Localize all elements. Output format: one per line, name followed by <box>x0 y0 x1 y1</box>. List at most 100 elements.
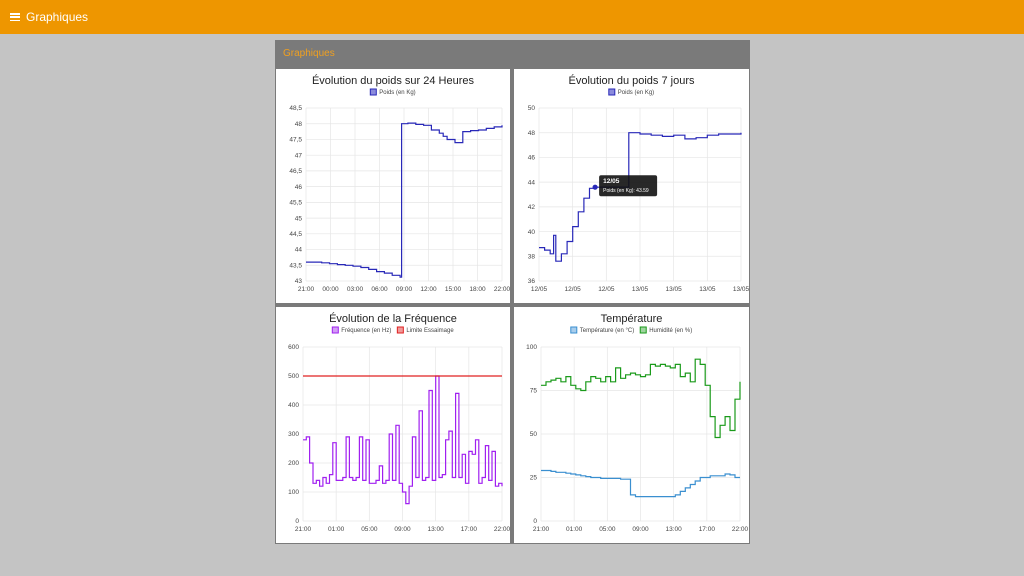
series-line <box>306 122 503 278</box>
x-tick-label: 13/05 <box>632 286 649 293</box>
y-tick-label: 46 <box>528 155 536 162</box>
series-line <box>541 358 741 439</box>
x-tick-label: 21:00 <box>533 526 550 533</box>
y-tick-label: 48,5 <box>289 105 302 112</box>
hover-point <box>592 184 598 190</box>
chart-card-weight-24h: Évolution du poids sur 24 Heures 48,5 48 4… <box>276 69 510 303</box>
legend-label: Limite Essaimage <box>406 328 454 334</box>
chart-title: Évolution du poids sur 24 Heures <box>311 75 475 87</box>
y-tick-label: 47 <box>295 152 303 159</box>
x-tick-label: 01:00 <box>566 526 583 533</box>
y-tick-label: 0 <box>295 518 299 525</box>
x-tick-label: 13:00 <box>428 526 445 533</box>
legend-item: Poids (en Kg) <box>608 88 654 96</box>
chart-card-weight-7d: Évolution du poids 7 jours 50 48 46 44 42 40 3… <box>514 69 749 303</box>
y-tick-label: 25 <box>530 475 538 482</box>
y-tick-label: 50 <box>530 431 538 438</box>
temperature-chart: 100 75 50 25 021:00 01:00 05:00 09:00 13:00 17:00… <box>526 326 749 533</box>
legend-swatch <box>331 326 339 334</box>
y-tick-label: 46,5 <box>289 168 302 175</box>
tooltip: 12/05 Poids (en Kg): 43.59 <box>599 175 658 197</box>
y-tick-label: 100 <box>526 344 537 351</box>
x-tick-label: 13/05 <box>733 286 749 293</box>
y-tick-label: 50 <box>528 105 536 112</box>
x-tick-label: 12/05 <box>531 286 548 293</box>
x-tick-label: 15:00 <box>445 286 462 293</box>
y-tick-label: 45 <box>295 215 303 222</box>
tooltip-title: 12/05 <box>603 178 620 185</box>
tooltip-box <box>599 175 658 197</box>
legend-swatch <box>570 326 578 334</box>
legend-item: Humidité (en %) <box>639 326 692 334</box>
x-tick-label: 00:00 <box>322 286 339 293</box>
legend-item: Fréquence (en Hz) <box>331 326 391 334</box>
x-tick-label: 12/05 <box>565 286 582 293</box>
y-tick-label: 400 <box>288 402 299 409</box>
legend: Poids (en Kg) <box>608 88 654 96</box>
y-tick-label: 36 <box>528 278 536 285</box>
legend-swatch <box>369 88 377 96</box>
x-tick-label: 22:00 <box>494 286 510 293</box>
legend-label: Poids (en Kg) <box>379 90 415 96</box>
y-tick-label: 44 <box>528 179 536 186</box>
y-tick-label: 47,5 <box>289 137 302 144</box>
legend-label: Température (en °C) <box>580 328 634 334</box>
x-tick-label: 09:00 <box>632 526 649 533</box>
chart-card-frequency: Évolution de la Fréquence 600 500 400 300 20… <box>276 307 510 543</box>
chart-title: Évolution de la Fréquence <box>329 313 457 325</box>
legend: Fréquence (en Hz) Limite Essaimage <box>331 326 454 334</box>
chart-title: Évolution du poids 7 jours <box>568 75 695 87</box>
y-tick-label: 48 <box>528 130 536 137</box>
y-tick-label: 40 <box>528 229 536 236</box>
legend-swatch <box>639 326 647 334</box>
x-tick-label: 12:00 <box>420 286 437 293</box>
legend-item: Limite Essaimage <box>396 326 454 334</box>
legend-swatch <box>608 88 616 96</box>
y-tick-label: 43 <box>295 278 303 285</box>
y-tick-label: 46 <box>295 184 303 191</box>
y-tick-label: 38 <box>528 253 536 260</box>
x-tick-label: 05:00 <box>599 526 616 533</box>
x-tick-label: 09:00 <box>396 286 413 293</box>
y-tick-label: 500 <box>288 373 299 380</box>
y-tick-label: 0 <box>533 518 537 525</box>
y-tick-label: 200 <box>288 460 299 467</box>
x-tick-label: 05:00 <box>361 526 378 533</box>
x-tick-label: 17:00 <box>699 526 716 533</box>
y-tick-label: 100 <box>288 489 299 496</box>
x-tick-label: 13/05 <box>699 286 716 293</box>
legend: Température (en °C) Humidité (en %) <box>570 326 692 334</box>
x-tick-label: 13:00 <box>666 526 683 533</box>
y-tick-label: 300 <box>288 431 299 438</box>
legend: Poids (en Kg) <box>369 88 416 96</box>
x-tick-label: 18:00 <box>469 286 486 293</box>
legend-label: Humidité (en %) <box>649 328 692 334</box>
top-app-bar: Graphiques <box>0 0 1024 34</box>
legend-swatch <box>396 326 404 334</box>
chart-card-temperature: Température 100 75 50 25 0 21:00 01:00 05:00 09:… <box>514 307 749 543</box>
x-tick-label: 17:00 <box>461 526 478 533</box>
x-tick-label: 13/05 <box>666 286 683 293</box>
y-tick-label: 75 <box>530 388 538 395</box>
y-tick-label: 42 <box>528 204 536 211</box>
hamburger-menu-icon[interactable] <box>10 13 20 22</box>
x-tick-label: 12/05 <box>598 286 615 293</box>
y-tick-label: 600 <box>288 344 299 351</box>
frequency-chart: 600 500 400 300 200 100 021:00 01:00 05:00 09:00 1… <box>288 326 510 533</box>
y-tick-label: 44,5 <box>289 231 302 238</box>
legend-label: Fréquence (en Hz) <box>341 328 391 334</box>
x-tick-label: 22:00 <box>494 526 510 533</box>
weight-24h-chart: 48,5 48 47,5 47 46,5 46 45,5 45 44,5 44 43,5 4321:0… <box>289 88 510 293</box>
panel-title: Graphiques <box>275 40 750 66</box>
legend-item: Poids (en Kg) <box>369 88 416 96</box>
y-tick-label: 44 <box>295 247 303 254</box>
x-tick-label: 21:00 <box>295 526 312 533</box>
series-line <box>303 375 503 505</box>
x-tick-label: 09:00 <box>394 526 411 533</box>
x-tick-label: 21:00 <box>298 286 315 293</box>
x-tick-label: 06:00 <box>371 286 388 293</box>
legend-label: Poids (en Kg) <box>618 90 654 96</box>
x-tick-label: 03:00 <box>347 286 364 293</box>
series-line <box>541 469 740 498</box>
